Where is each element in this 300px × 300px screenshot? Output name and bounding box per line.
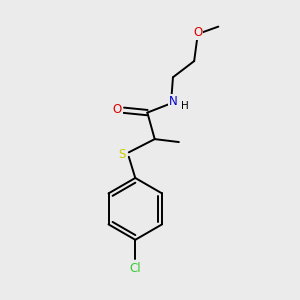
Text: H: H (181, 101, 189, 111)
Text: O: O (193, 26, 202, 39)
Text: S: S (118, 148, 126, 161)
Text: Cl: Cl (130, 262, 141, 275)
Text: O: O (113, 103, 122, 116)
Text: N: N (169, 95, 178, 108)
